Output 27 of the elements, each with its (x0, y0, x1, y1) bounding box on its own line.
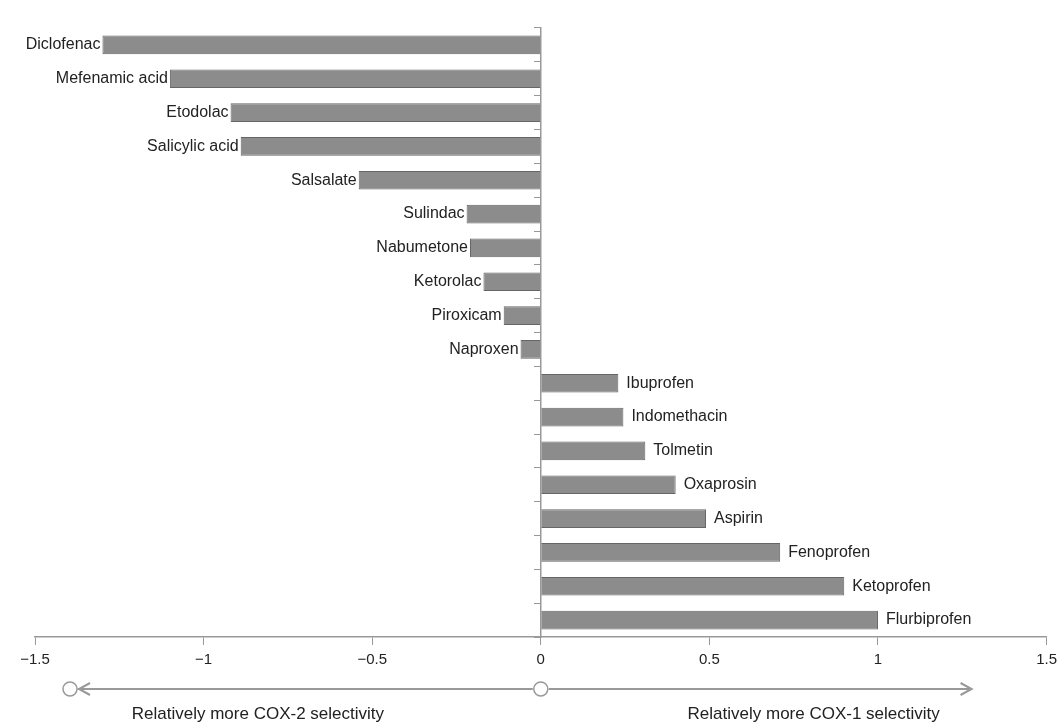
y-tick-label: Oxaprosin (683, 475, 757, 493)
y-tick-label: Ibuprofen (626, 373, 694, 391)
y-tick-label: Sulindac (403, 204, 465, 222)
y-tick-label: Salicylic acid (147, 136, 239, 154)
text: Relatively more COX-1 selectivity (687, 704, 941, 723)
y-tick-label: Diclofenac (25, 35, 101, 53)
y-tick-label: Flurbiprofen (885, 610, 972, 628)
x-tick-label: 1 (873, 650, 883, 668)
x-tick-label: 0.5 (698, 650, 720, 668)
x-tick-label: −1.5 (20, 650, 50, 668)
y-tick-label: Aspirin (714, 508, 763, 526)
x-tick-label: −0.5 (357, 650, 387, 668)
x-tick-label: 1.5 (1036, 650, 1057, 668)
text: Relatively more COX-2 selectivity (131, 704, 385, 723)
y-tick-label: Ketoprofen (852, 576, 931, 594)
y-tick-label: Fenoprofen (788, 542, 871, 560)
y-tick-label: Naproxen (449, 339, 519, 357)
y-tick-label: Nabumetone (376, 238, 469, 256)
y-tick-label: Etodolac (166, 102, 229, 120)
y-tick-label: Tolmetin (653, 441, 713, 459)
y-tick-label: Indomethacin (631, 407, 728, 425)
x-tick-label: 0 (536, 650, 545, 668)
x-tick-label: −1 (195, 650, 213, 668)
y-tick-label: Salsalate (290, 170, 357, 188)
y-tick-label: Ketorolac (413, 272, 482, 290)
y-tick-label: Piroxicam (431, 305, 502, 323)
y-tick-label: Mefenamic acid (55, 69, 168, 87)
